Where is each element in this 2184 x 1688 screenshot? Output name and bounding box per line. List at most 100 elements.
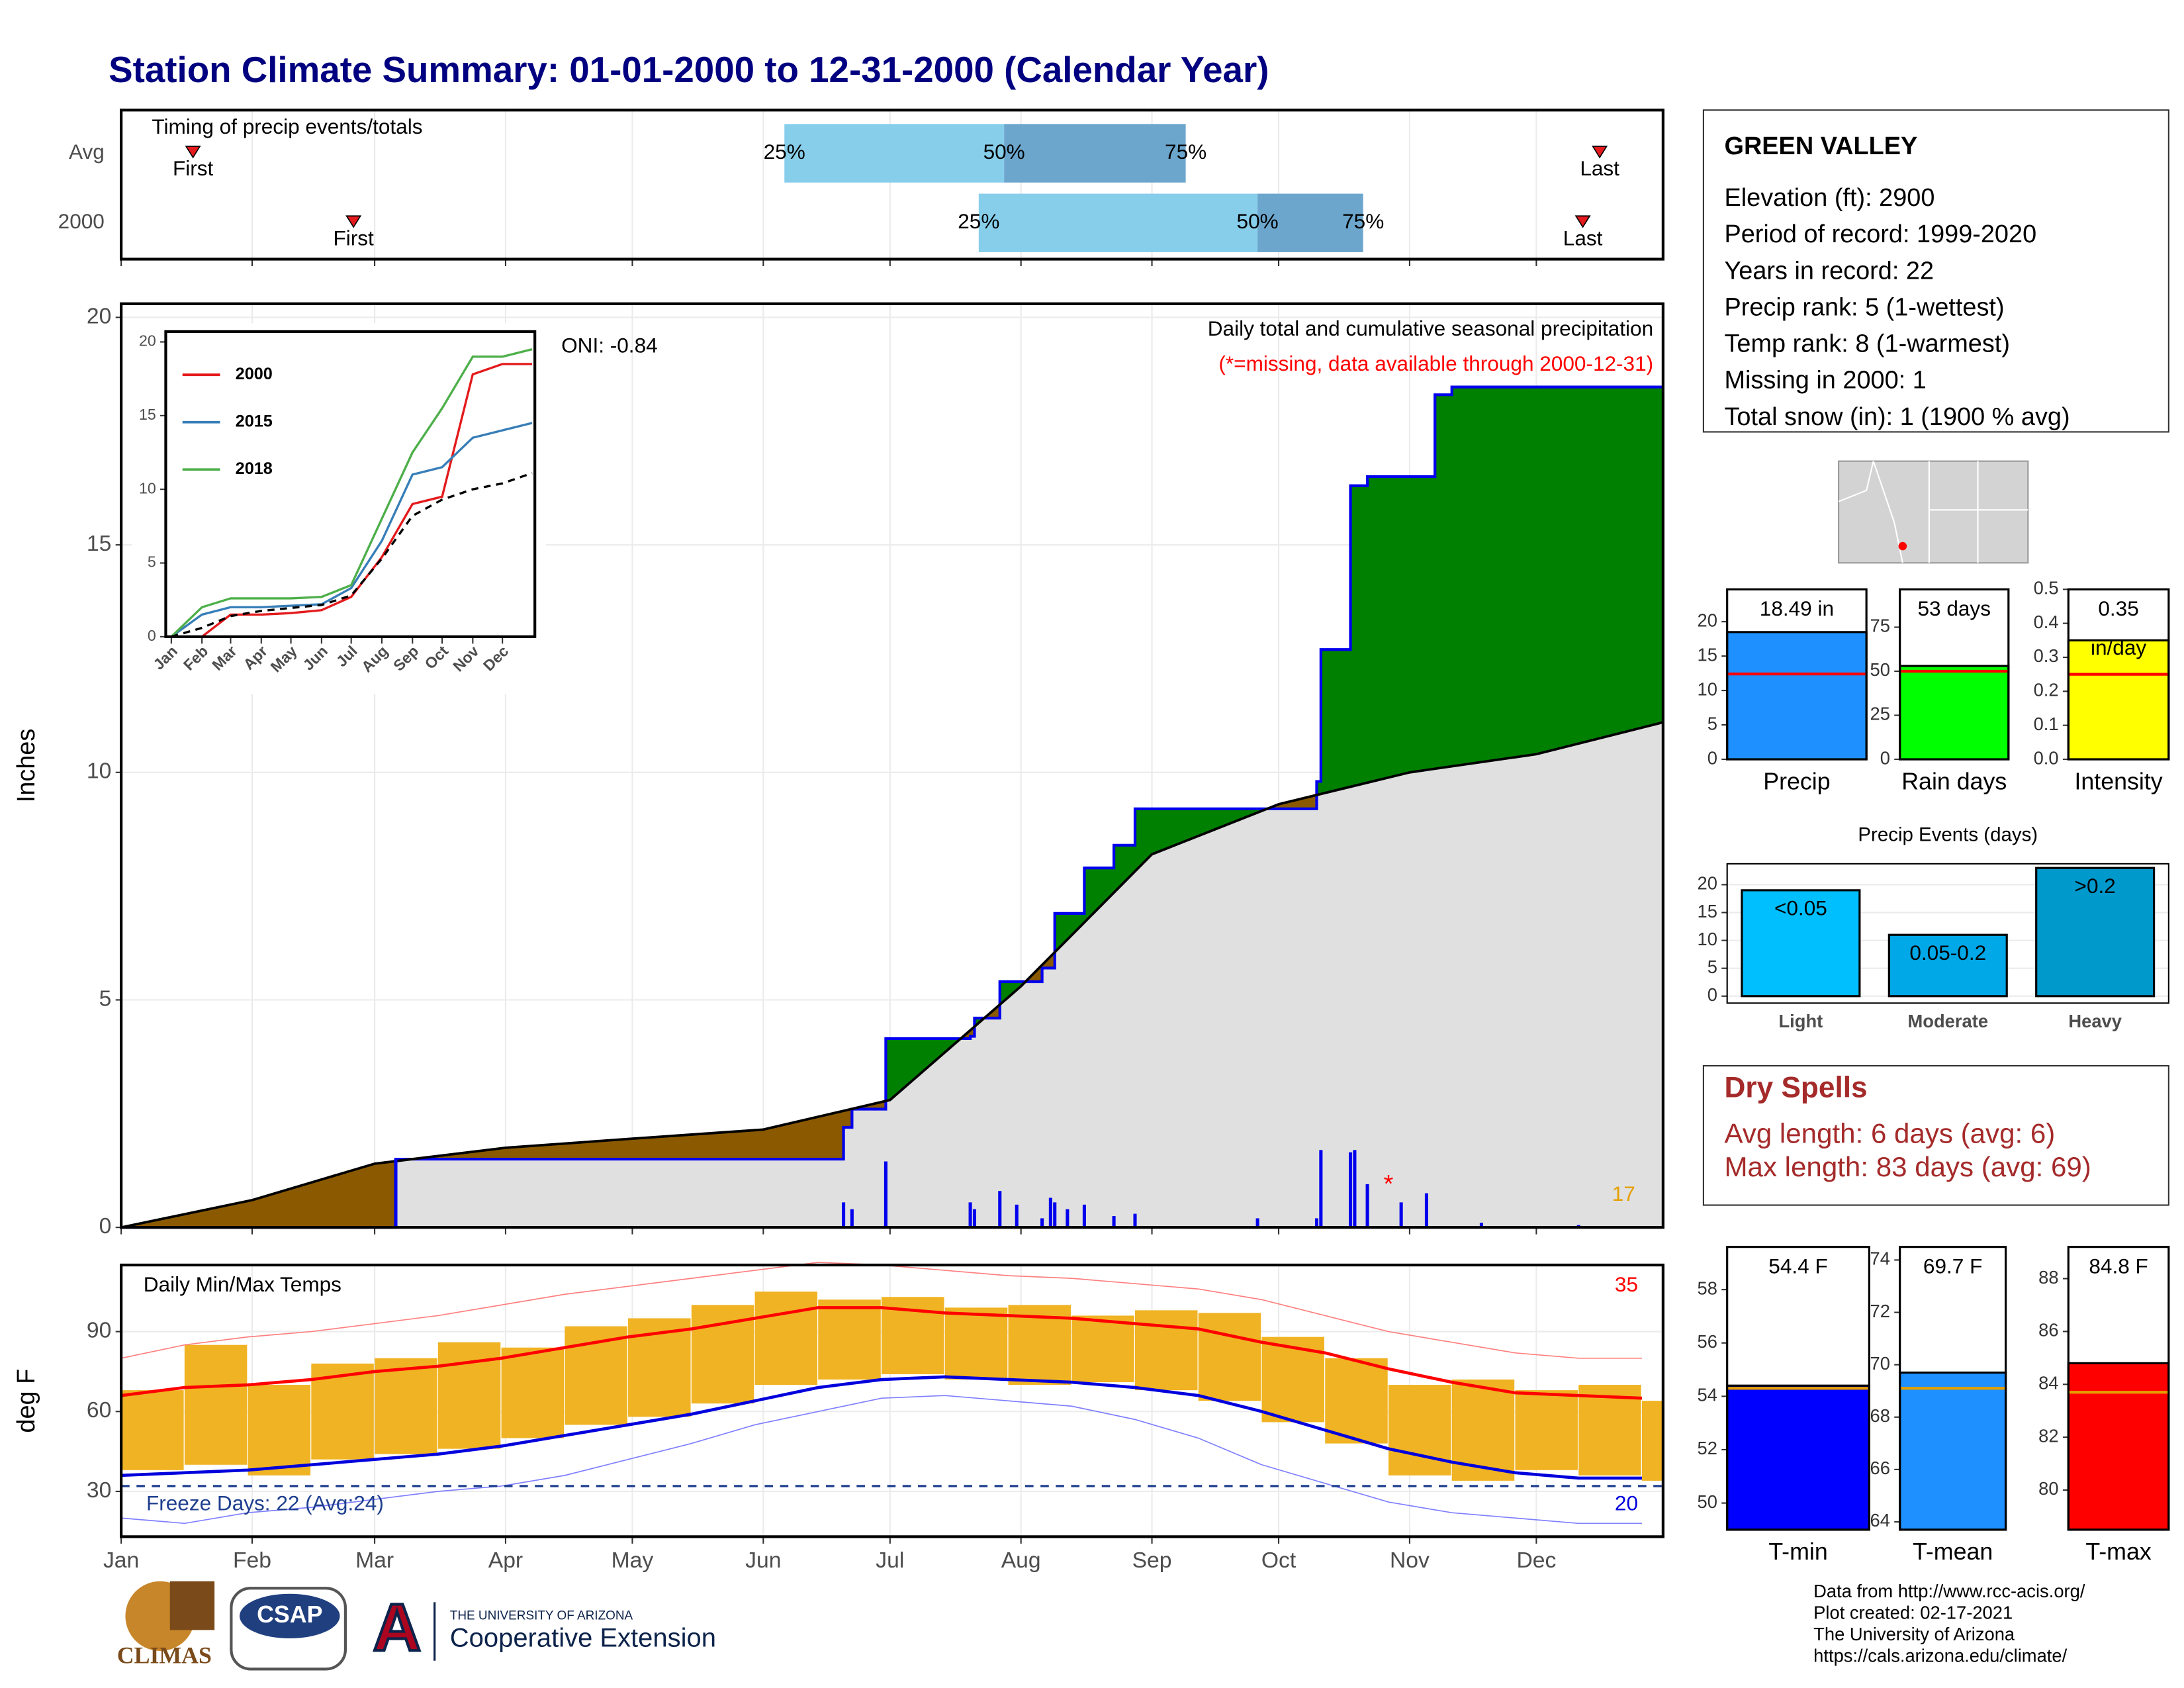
category-label: Light — [1778, 1011, 1823, 1031]
station-line: Total snow (in): 1 (1900 % avg) — [1724, 403, 2070, 431]
value-label: <0.05 — [1774, 896, 1827, 920]
event-marker — [185, 146, 201, 159]
plot-frame — [1899, 588, 2010, 761]
temp-range-bar — [1325, 1358, 1388, 1444]
y-tick-label: 15 — [1698, 644, 1717, 665]
event-marker — [345, 215, 362, 228]
category-label: Precip — [1763, 768, 1830, 794]
station-name: GREEN VALLEY — [1724, 132, 1917, 160]
temp-range-bar — [248, 1385, 311, 1476]
event-marker — [1574, 215, 1591, 228]
station-line: Elevation (ft): 2900 — [1724, 184, 1934, 212]
bar — [1899, 1371, 2007, 1531]
daily-bar — [842, 1202, 846, 1228]
y-tick-label: 90 — [87, 1318, 111, 1342]
record-low-line — [121, 1395, 1642, 1524]
bar — [2067, 1362, 2170, 1531]
x-tick-label: Jul — [876, 1548, 904, 1573]
quartile-bar — [784, 124, 1005, 183]
daily-bar — [1479, 1223, 1483, 1228]
y-axis-label: Inches — [13, 729, 40, 803]
daily-bar — [1066, 1209, 1069, 1228]
temp-range-bar — [1578, 1385, 1641, 1476]
daily-bar — [1133, 1213, 1137, 1228]
value-label: 69.7 F — [1923, 1254, 1982, 1278]
ua-logo: A — [373, 1591, 421, 1665]
map-land — [1838, 460, 2029, 564]
x-tick-label: Mar — [355, 1548, 394, 1573]
x-tick-label: Feb — [233, 1548, 271, 1573]
daily-bar — [1399, 1202, 1403, 1228]
plot-frame — [164, 330, 537, 638]
y-tick-label: 84 — [2038, 1372, 2058, 1393]
quartile-label: 50% — [1237, 209, 1279, 233]
record-low-count: 20 — [1615, 1491, 1638, 1515]
chart-title: Precip Events (days) — [1858, 824, 2038, 846]
freeze-label: Freeze Days: 22 (Avg:24) — [146, 1491, 384, 1515]
credit-line: The University of Arizona — [1813, 1624, 2015, 1644]
y-tick-label: 10 — [1698, 679, 1717, 699]
y-tick-label: 75 — [1870, 616, 1890, 636]
bar — [1888, 933, 2008, 998]
daily-bar — [1319, 1150, 1323, 1228]
quartile-bar — [1257, 193, 1363, 252]
y-tick-label: 72 — [1870, 1301, 1890, 1321]
y-axis-label: deg F — [13, 1369, 40, 1433]
y-tick-label: 88 — [2038, 1267, 2058, 1288]
event-label: Last — [1563, 226, 1603, 250]
y-tick-label: 86 — [2038, 1320, 2058, 1340]
station-dot — [1898, 541, 1907, 551]
x-tick-label: Jan — [103, 1548, 139, 1573]
series-line — [170, 422, 533, 638]
station-line: Years in record: 22 — [1724, 257, 1934, 285]
y-tick-label: 50 — [1870, 659, 1890, 680]
value-label: 84.8 F — [2089, 1254, 2148, 1278]
y-tick-label: 10 — [87, 759, 111, 784]
station-line: Precip rank: 5 (1-wettest) — [1724, 293, 2004, 321]
bar — [1899, 665, 2010, 761]
bar — [2067, 639, 2170, 761]
y-tick-label: 0.1 — [2034, 714, 2059, 734]
temp-range-bar — [375, 1358, 437, 1454]
temp-range-bar — [1515, 1390, 1578, 1470]
plot-frame — [1726, 588, 1868, 761]
row-label: 2000 — [58, 209, 105, 233]
avg-min-line — [121, 1375, 1642, 1480]
extension-logo: Cooperative Extension — [450, 1624, 716, 1653]
x-tick-label: Dec — [1516, 1548, 1556, 1573]
y-tick-label: 52 — [1698, 1438, 1717, 1458]
quartile-label: 50% — [983, 140, 1025, 164]
x-tick-label: Aug — [1001, 1548, 1041, 1573]
plot-frame — [1726, 1246, 1870, 1531]
climas-logo: CLIMAS — [117, 1642, 212, 1669]
y-tick-label: 0.0 — [2034, 747, 2059, 768]
legend-label: 2000 — [236, 365, 273, 383]
event-label: Last — [1580, 156, 1619, 180]
y-tick-label: 60 — [87, 1398, 111, 1423]
y-tick-label: 0 — [1707, 984, 1717, 1005]
csap-logo: CSAP — [257, 1601, 322, 1628]
daily-bar — [1349, 1152, 1353, 1228]
plot-frame — [119, 302, 1664, 1229]
credit-line: Data from http://www.rcc-acis.org/ — [1813, 1581, 2085, 1601]
quartile-label: 25% — [764, 140, 805, 164]
credit-line: Plot created: 02-17-2021 — [1813, 1602, 2013, 1622]
daily-bar — [1048, 1197, 1052, 1228]
credit-line: https://cals.arizona.edu/climate/ — [1813, 1646, 2067, 1666]
record-high-count: 35 — [1615, 1272, 1638, 1296]
y-tick-label: 25 — [1870, 704, 1890, 724]
daily-bar — [972, 1209, 976, 1228]
y-tick-label: 20 — [139, 332, 156, 350]
y-tick-label: 15 — [87, 532, 111, 556]
x-tick-label: Sep — [1132, 1548, 1172, 1573]
temp-range-bar — [818, 1299, 881, 1380]
daily-bar — [1082, 1204, 1086, 1228]
daily-bar — [1314, 1218, 1319, 1228]
daily-bar — [1424, 1193, 1428, 1228]
daily-bar — [1353, 1150, 1357, 1228]
daily-bar — [998, 1191, 1002, 1228]
dry-spells-box — [1702, 1064, 2169, 1206]
daily-bar — [1365, 1184, 1369, 1228]
y-tick-label: 20 — [1698, 610, 1717, 630]
